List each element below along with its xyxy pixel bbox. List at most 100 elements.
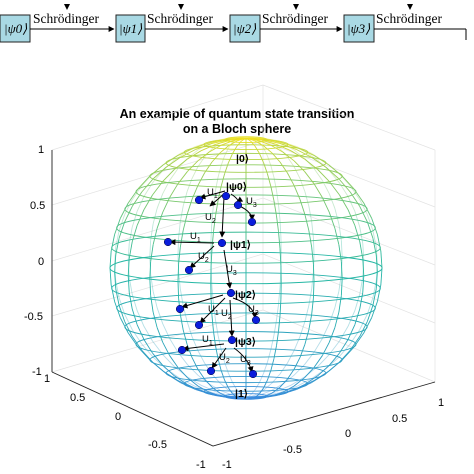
sphere-meridian-segment bbox=[349, 329, 361, 345]
sphere-meridian-segment bbox=[372, 230, 377, 248]
op-s3-u1-base: U bbox=[202, 334, 209, 345]
sphere-meridian-segment bbox=[217, 335, 222, 350]
sphere-meridian-segment bbox=[263, 392, 273, 398]
sphere-meridian-segment bbox=[338, 295, 342, 313]
sphere-meridian-segment bbox=[204, 378, 213, 388]
sphere-meridian-segment bbox=[286, 172, 295, 186]
sphere-meridian-segment bbox=[359, 206, 368, 223]
sphere-meridian-segment bbox=[271, 142, 281, 150]
sphere-meridian-segment bbox=[276, 390, 292, 396]
sphere-meridian-segment bbox=[362, 258, 365, 276]
sphere-meridian-segment bbox=[221, 137, 234, 141]
sphere-meridian-segment bbox=[245, 395, 264, 399]
sphere-meridian-segment bbox=[109, 251, 112, 269]
dot-psi1 bbox=[217, 238, 227, 248]
sphere-meridian-segment bbox=[128, 277, 133, 295]
arrow-s2-u1 bbox=[181, 294, 224, 309]
sphere-meridian-segment bbox=[209, 139, 222, 145]
sphere-meridian-segment bbox=[271, 373, 281, 384]
sphere-meridian-segment bbox=[110, 284, 116, 302]
sphere-meridian-segment bbox=[128, 292, 133, 310]
op-s1-u3-base: U bbox=[226, 264, 233, 275]
sphere-meridian-segment bbox=[179, 288, 184, 306]
sphere-meridian-segment bbox=[197, 151, 210, 162]
sphere-meridian-segment bbox=[220, 390, 234, 396]
sphere-meridian-segment bbox=[276, 331, 279, 346]
sphere-meridian-segment bbox=[178, 247, 181, 265]
sphere-meridian-segment bbox=[162, 169, 175, 182]
dot-psi0 bbox=[221, 191, 231, 201]
sphere-meridian-line bbox=[245, 137, 315, 400]
sphere-meridian-segment bbox=[109, 267, 112, 285]
sphere-meridian-segment bbox=[228, 142, 233, 149]
op-s2-u3: U3 bbox=[248, 304, 259, 317]
sphere-meridian-segment bbox=[124, 313, 133, 330]
sphere-meridian-segment bbox=[195, 386, 213, 393]
sphere-meridian-segment bbox=[119, 202, 129, 219]
sphere-meridian-segment bbox=[271, 152, 281, 163]
sphere-meridian-segment bbox=[279, 362, 288, 375]
sphere-meridian-segment bbox=[220, 370, 225, 381]
sphere-meridian-segment bbox=[304, 352, 315, 365]
sphere-meridian-segment bbox=[127, 275, 130, 293]
arrow-s2-u2 bbox=[199, 297, 226, 324]
sphere-meridian-segment bbox=[293, 149, 305, 159]
sphere-meridian-segment bbox=[162, 364, 175, 377]
sphere-meridian-segment bbox=[290, 383, 306, 392]
sphere-meridian-segment bbox=[177, 352, 188, 365]
sphere-meridian-segment bbox=[353, 332, 365, 348]
op-s1-u1-sub: 1 bbox=[197, 237, 201, 244]
sphere-meridian-segment bbox=[308, 288, 313, 306]
sphere-meridian-segment bbox=[372, 288, 377, 306]
sphere-meridian-segment bbox=[210, 138, 229, 143]
sphere-meridian-segment bbox=[165, 368, 181, 379]
sphere-meridian-segment bbox=[152, 166, 167, 180]
op-s2-u2-sub: 2 bbox=[228, 314, 232, 321]
sphere-meridian-segment bbox=[317, 169, 330, 182]
arrow-s3-u3 bbox=[233, 347, 254, 373]
sphere-meridian-segment bbox=[263, 379, 268, 389]
sphere-meridian-segment bbox=[179, 205, 184, 222]
sphere-meridian-segment bbox=[211, 394, 229, 398]
sphere-meridian-segment bbox=[228, 396, 247, 399]
sphere-meridian-segment bbox=[127, 188, 139, 204]
dot-s0-u1 bbox=[194, 195, 204, 205]
sphere-meridian-segment bbox=[263, 162, 268, 174]
sphere-meridian-segment bbox=[263, 145, 273, 154]
trajectory-arrows bbox=[169, 190, 258, 373]
op-s3-u2-sub: 2 bbox=[226, 358, 230, 365]
sphere-meridian-segment bbox=[119, 317, 129, 334]
north-pole-label: |0⟩ bbox=[236, 153, 249, 165]
sphere-meridian-segment bbox=[349, 191, 361, 207]
sphere-meridian-segment bbox=[191, 336, 199, 351]
sphere-meridian-segment bbox=[304, 375, 318, 385]
input-marker-2 bbox=[178, 4, 184, 10]
sphere-meridian-segment bbox=[254, 136, 264, 140]
op-s1-u3-sub: 3 bbox=[233, 270, 237, 277]
sphere-meridian-segment bbox=[259, 153, 265, 163]
sphere-meridian-segment bbox=[261, 137, 277, 141]
sphere-meridian-line bbox=[245, 136, 282, 399]
step-label-4: Schrödinger bbox=[376, 11, 442, 26]
sphere-meridian-segment bbox=[250, 396, 256, 400]
dot-s2-u3 bbox=[251, 315, 261, 325]
sphere-meridian-segment bbox=[328, 340, 340, 355]
sphere-meridian-segment bbox=[254, 140, 264, 147]
sphere-meridian-segment bbox=[376, 234, 382, 252]
arrow-s1-u1 bbox=[169, 239, 215, 246]
sphere-meridian-segment bbox=[349, 336, 361, 351]
sphere-meridian-segment bbox=[290, 144, 306, 153]
sphere-meridian-segment bbox=[293, 160, 305, 172]
sphere-meridian-segment bbox=[232, 138, 238, 143]
sphere-meridian-line bbox=[245, 137, 282, 400]
x-tick-2: 0.5 bbox=[70, 392, 85, 404]
sphere-meridian-segment bbox=[273, 320, 277, 336]
arrow-s1-u2 bbox=[189, 245, 215, 269]
sphere-meridian-segment bbox=[131, 336, 143, 351]
sphere-meridian-segment bbox=[339, 326, 349, 342]
sphere-meridian-segment bbox=[258, 390, 272, 396]
sphere-meridian-line bbox=[245, 137, 378, 399]
sphere-meridian-segment bbox=[124, 206, 133, 223]
sphere-meridian-segment bbox=[131, 211, 138, 228]
sphere-meridian-segment bbox=[321, 323, 330, 339]
